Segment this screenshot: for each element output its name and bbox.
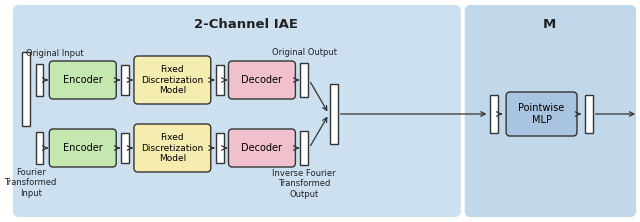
Text: Encoder: Encoder [63, 75, 102, 85]
Text: Fixed
Discretization
Model: Fixed Discretization Model [141, 133, 204, 163]
Text: Fourier
Transformed
Input: Fourier Transformed Input [4, 168, 57, 198]
FancyBboxPatch shape [465, 5, 636, 217]
Bar [330, 84, 338, 144]
Bar [35, 132, 44, 164]
Text: Decoder: Decoder [241, 143, 282, 153]
Bar [216, 65, 223, 95]
Bar [121, 65, 129, 95]
Bar [216, 133, 223, 163]
Text: Original Output: Original Output [272, 48, 337, 57]
Bar [35, 64, 44, 96]
Bar [585, 95, 593, 133]
Text: Pointwise
MLP: Pointwise MLP [518, 103, 564, 125]
FancyBboxPatch shape [134, 56, 211, 104]
Text: Original Input: Original Input [26, 49, 83, 58]
Bar [121, 133, 129, 163]
Text: M: M [543, 18, 556, 31]
Bar [490, 95, 498, 133]
FancyBboxPatch shape [228, 61, 296, 99]
FancyBboxPatch shape [49, 129, 116, 167]
Bar [22, 52, 29, 126]
FancyBboxPatch shape [228, 129, 296, 167]
FancyBboxPatch shape [49, 61, 116, 99]
Text: 2-Channel IAE: 2-Channel IAE [194, 18, 298, 31]
FancyBboxPatch shape [506, 92, 577, 136]
Text: Encoder: Encoder [63, 143, 102, 153]
Bar [300, 131, 308, 165]
FancyBboxPatch shape [13, 5, 461, 217]
FancyBboxPatch shape [134, 124, 211, 172]
Text: Decoder: Decoder [241, 75, 282, 85]
Text: Inverse Fourier
Transformed
Output: Inverse Fourier Transformed Output [273, 169, 336, 199]
Bar [300, 63, 308, 97]
Text: Fixed
Discretization
Model: Fixed Discretization Model [141, 65, 204, 95]
